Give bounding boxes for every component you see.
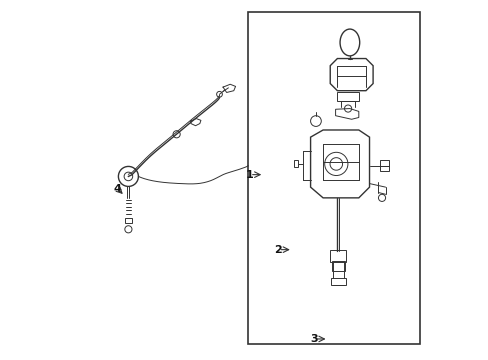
Text: 2: 2 <box>274 245 282 255</box>
Bar <box>329 249 346 262</box>
Text: 1: 1 <box>245 170 253 180</box>
Text: 4: 4 <box>114 184 122 194</box>
Text: 3: 3 <box>310 334 317 344</box>
Bar <box>293 159 298 167</box>
Bar <box>124 217 132 223</box>
Bar <box>331 261 344 271</box>
Bar <box>331 278 345 285</box>
Bar <box>247 12 419 344</box>
Bar <box>380 160 388 171</box>
